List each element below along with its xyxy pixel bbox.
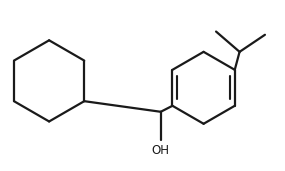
Text: OH: OH — [152, 144, 170, 157]
